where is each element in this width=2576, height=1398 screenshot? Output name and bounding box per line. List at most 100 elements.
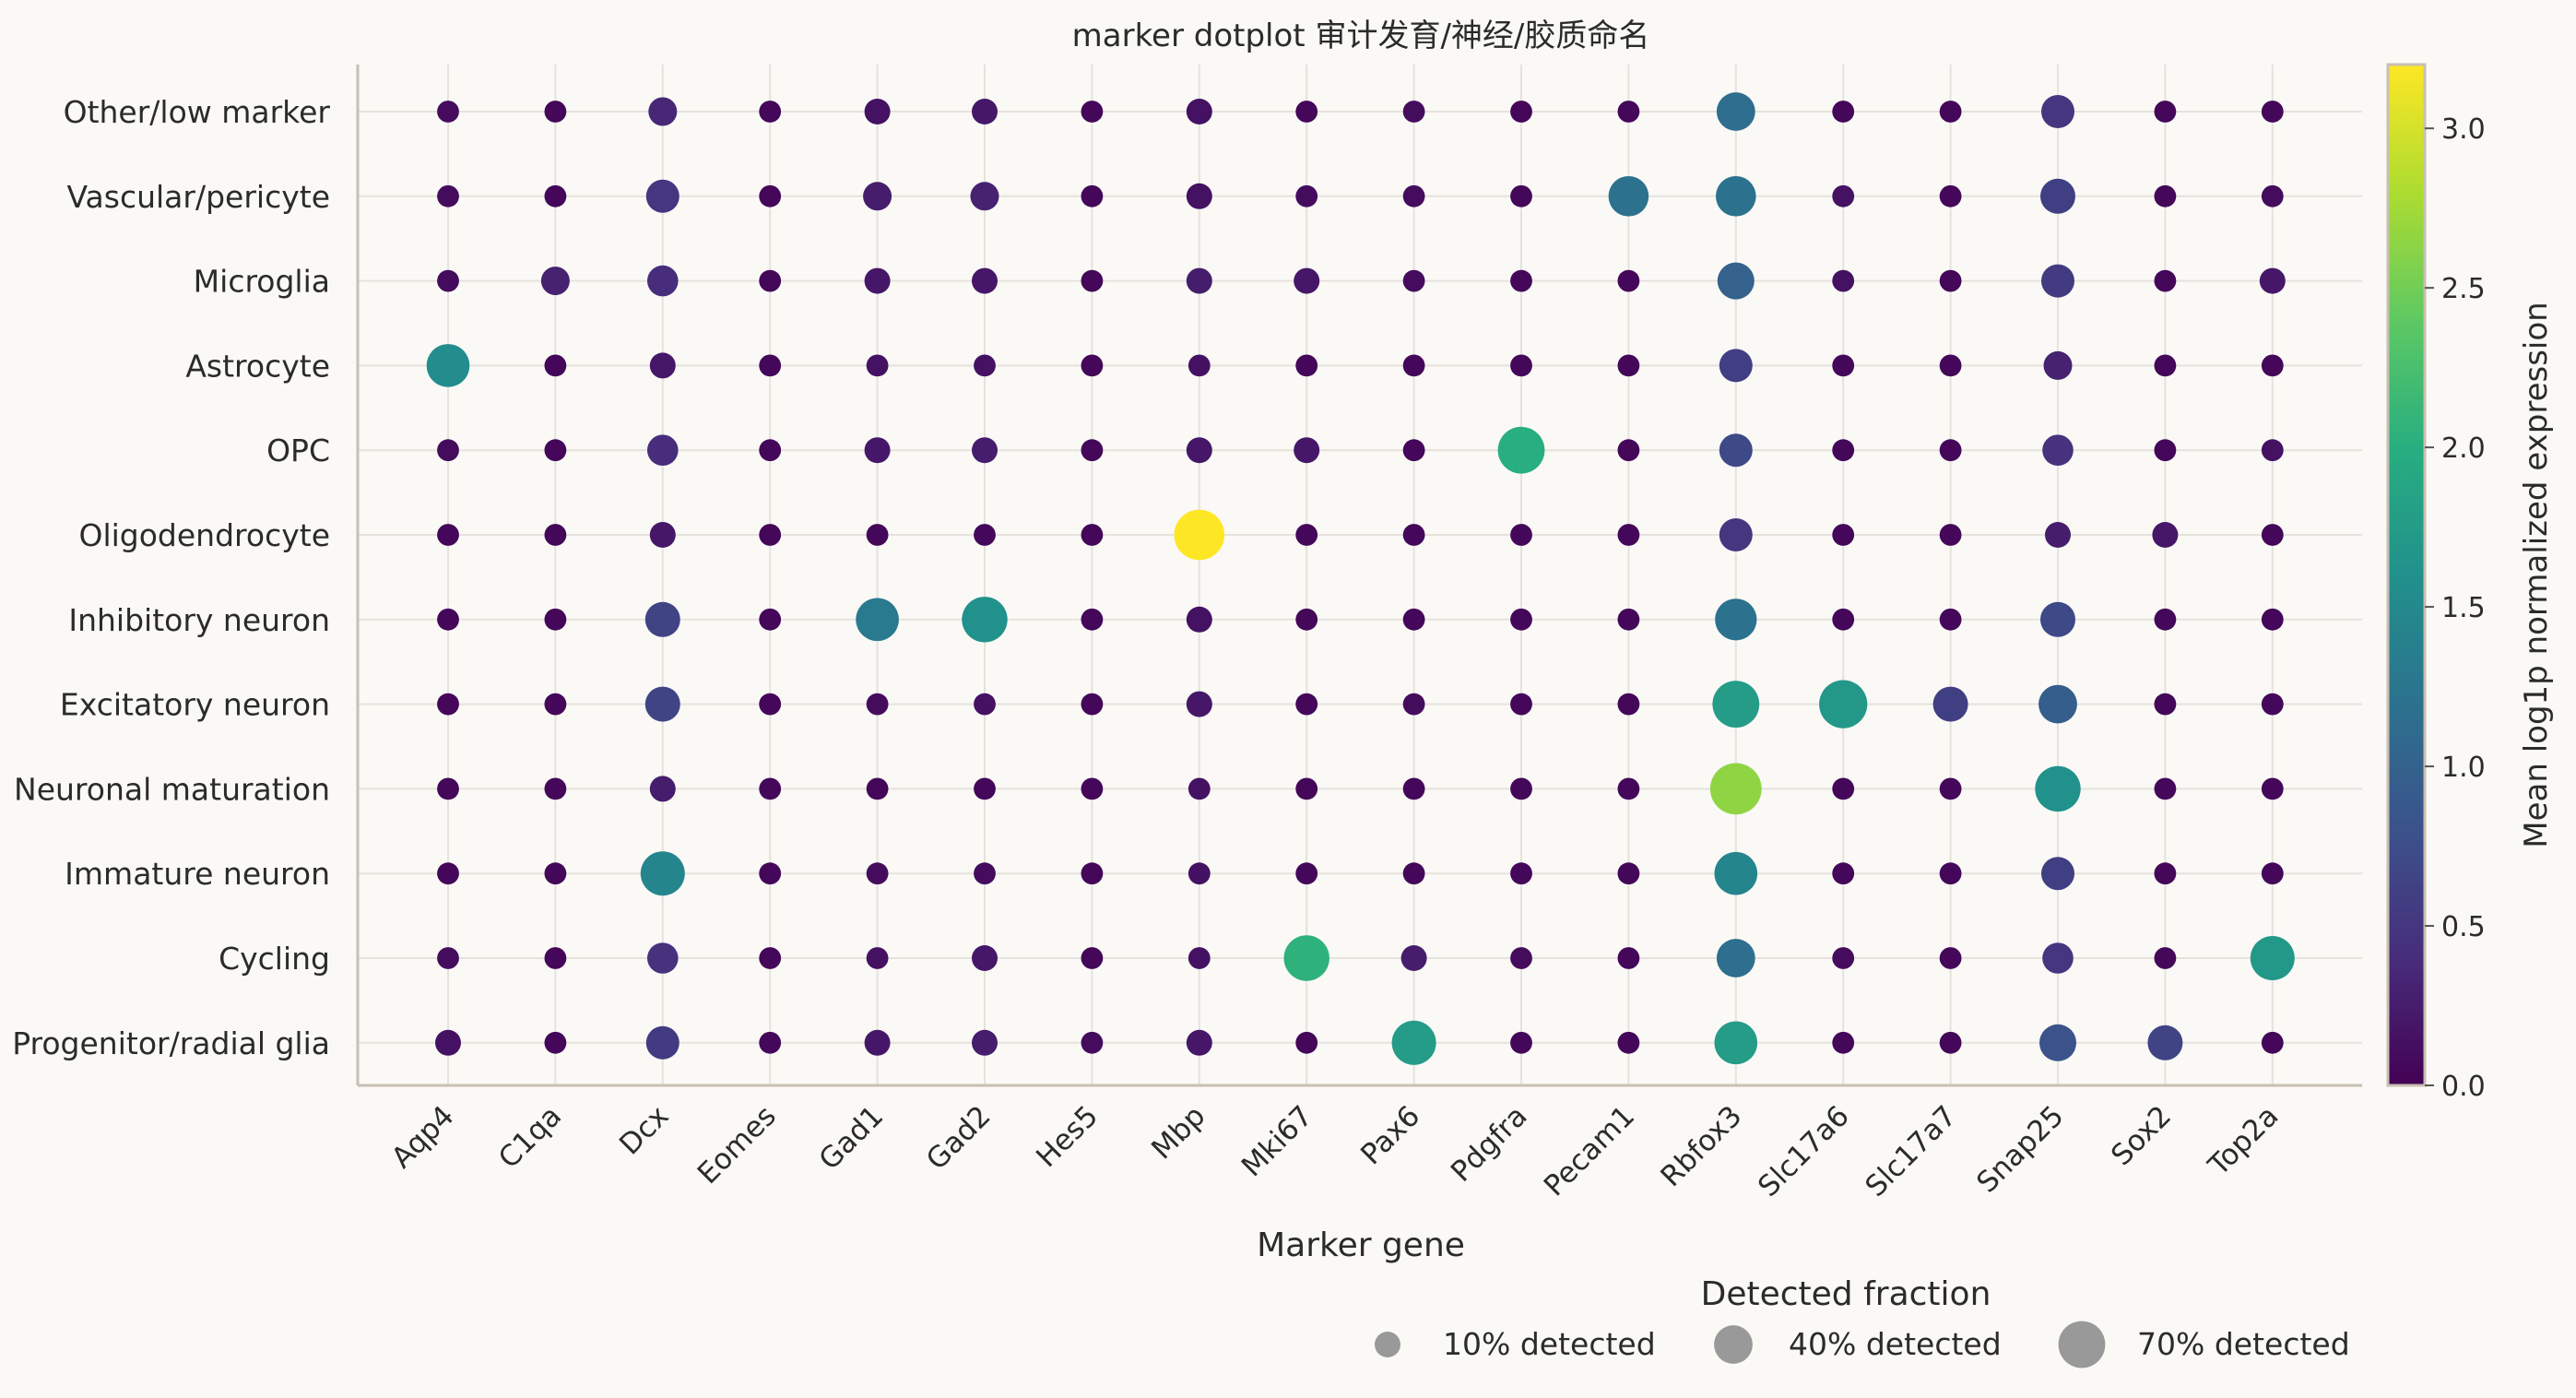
dot <box>1617 354 1640 377</box>
y-tick-label: Progenitor/radial glia <box>12 1025 330 1061</box>
dot <box>1510 524 1532 546</box>
size-legend-marker <box>1714 1325 1753 1364</box>
dot <box>1295 777 1318 800</box>
dot <box>2154 269 2177 292</box>
dot <box>2038 684 2077 724</box>
x-tick-label: Hes5 <box>1030 1099 1105 1174</box>
dot <box>1832 269 1855 292</box>
dot <box>437 693 459 716</box>
dot <box>1295 524 1318 546</box>
dot <box>647 265 679 297</box>
dot <box>1510 184 1532 207</box>
dot <box>1939 862 1962 885</box>
dot <box>1819 680 1868 729</box>
dot <box>866 354 889 377</box>
dot <box>544 439 567 462</box>
dot <box>866 693 889 716</box>
dot <box>972 1029 998 1056</box>
dot <box>2154 608 2177 631</box>
dot <box>1617 269 1640 292</box>
dot <box>1081 101 1104 123</box>
dot <box>2261 1031 2284 1054</box>
dot <box>2154 439 2177 462</box>
dot <box>759 777 782 800</box>
dot <box>1081 1031 1104 1054</box>
dot <box>1617 862 1640 885</box>
dot <box>1510 693 1532 716</box>
dot <box>1402 101 1425 123</box>
dot <box>2154 947 2177 969</box>
dot <box>544 777 567 800</box>
dot <box>2040 601 2075 637</box>
dot <box>2039 1024 2076 1061</box>
colorbar-label: Mean log1p normalized expression <box>2518 302 2555 847</box>
y-tick-label: Excitatory neuron <box>60 687 330 723</box>
dot <box>759 1031 782 1054</box>
dot <box>1081 947 1104 969</box>
colorbar-tick-label: 2.5 <box>2441 273 2486 305</box>
dot <box>1283 935 1329 981</box>
dot <box>1939 184 1962 207</box>
size-legend: Detected fraction 10% detected 40% detect… <box>1375 1275 2350 1368</box>
dot <box>1510 101 1532 123</box>
dot <box>2261 184 2284 207</box>
dot <box>1081 693 1104 716</box>
dot <box>544 947 567 969</box>
dot <box>1402 777 1425 800</box>
dot <box>2261 101 2284 123</box>
dot <box>1939 947 1962 969</box>
dot <box>2261 608 2284 631</box>
dot <box>2261 439 2284 462</box>
x-tick-label: Sox2 <box>2105 1099 2178 1172</box>
dot <box>1617 439 1640 462</box>
dot <box>1712 681 1760 728</box>
dot <box>1402 862 1425 885</box>
x-tick-label: Snap25 <box>1970 1099 2071 1200</box>
dot <box>866 524 889 546</box>
y-tick-label: OPC <box>266 432 330 468</box>
dot <box>864 437 891 464</box>
y-tick-label: Neuronal maturation <box>14 771 330 807</box>
dot <box>974 354 996 377</box>
dot <box>437 269 459 292</box>
dot <box>759 184 782 207</box>
y-tick-labels: Other/low marker Vascular/pericyte Microgl… <box>12 94 330 1061</box>
dot <box>544 1031 567 1054</box>
dot <box>544 608 567 631</box>
x-tick-label: Gad2 <box>920 1099 998 1177</box>
x-tick-label: Slc17a6 <box>1752 1099 1856 1203</box>
dot <box>1174 509 1225 561</box>
dot <box>1714 851 1758 895</box>
dot <box>1716 92 1755 131</box>
dot <box>649 352 676 379</box>
dot <box>1617 524 1640 546</box>
dot <box>647 434 679 467</box>
dot <box>972 437 998 464</box>
dot <box>1295 1031 1318 1054</box>
dot <box>1832 439 1855 462</box>
size-legend-label: 10% detected <box>1443 1326 1656 1362</box>
dot <box>1188 947 1211 969</box>
dot <box>1295 101 1318 123</box>
dot <box>1939 524 1962 546</box>
dot <box>1081 439 1104 462</box>
dot <box>1295 862 1318 885</box>
dot <box>544 101 567 123</box>
x-axis-label: Marker gene <box>1257 1226 1465 1264</box>
dot <box>1832 1031 1855 1054</box>
dot <box>974 693 996 716</box>
dot <box>435 1029 461 1056</box>
dot <box>1719 349 1753 383</box>
dot <box>1510 947 1532 969</box>
dot <box>1186 99 1212 124</box>
dot <box>1939 777 1962 800</box>
dot <box>2147 1025 2183 1060</box>
dot <box>2261 524 2284 546</box>
dot <box>544 184 567 207</box>
dot <box>544 862 567 885</box>
dot <box>1716 176 1756 217</box>
dot <box>437 777 459 800</box>
colorbar-tick-label: 1.0 <box>2441 752 2486 784</box>
dot <box>1832 101 1855 123</box>
